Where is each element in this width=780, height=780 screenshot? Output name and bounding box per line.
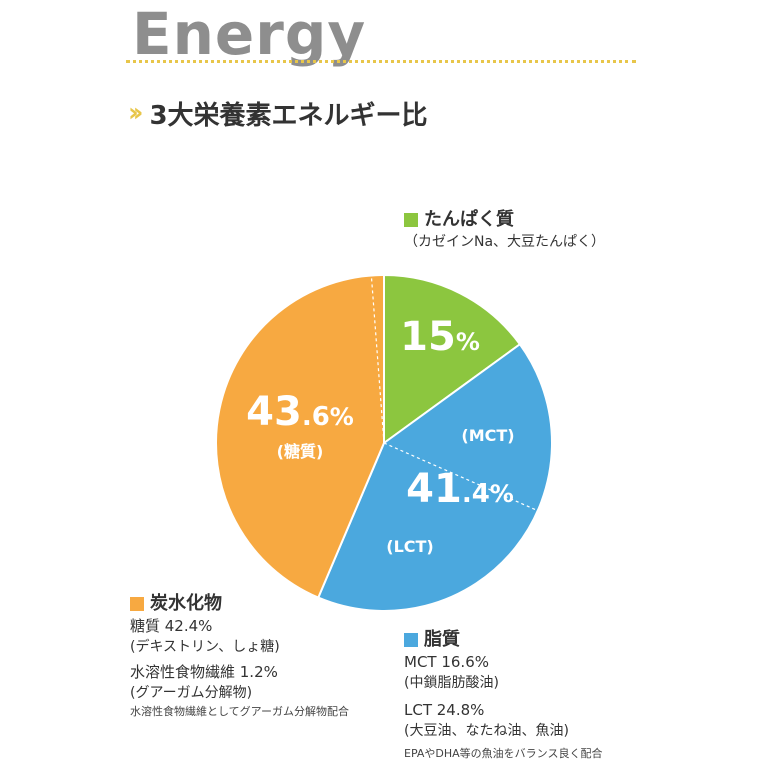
- carb-swatch: [130, 597, 144, 611]
- legend-protein: たんぱく質 （カゼインNa、大豆たんぱく）: [404, 208, 605, 253]
- legend-fiber-sub: (グアーガム分解物): [130, 685, 253, 701]
- legend-protein-sub: （カゼインNa、大豆たんぱく）: [404, 234, 606, 250]
- legend-mct-sub: (中鎖脂肪酸油): [404, 675, 499, 691]
- section-title-text: 3大栄養素エネルギー比: [149, 100, 428, 131]
- legend-carb-title: 炭水化物: [150, 593, 222, 614]
- carb-percent-label: 43.6%: [246, 389, 354, 435]
- legend-lct-sub: (大豆油、なたね油、魚油): [404, 723, 569, 739]
- protein-percent-label: 15%: [400, 314, 480, 360]
- pie-slice-0: [383, 273, 522, 445]
- fat-divider-line: [383, 442, 539, 512]
- header-title: Energy: [132, 0, 367, 68]
- dotted-divider: [126, 60, 636, 63]
- fat-percent-label: 41.4%: [406, 466, 514, 512]
- sugar-pie-label: (糖質): [277, 442, 324, 461]
- pie-slice-1: [316, 342, 553, 612]
- carb-divider-line: [370, 275, 385, 444]
- legend-carb-note: 水溶性食物繊維としてグアーガム分解物配合: [130, 705, 350, 718]
- pie-slice-2: [215, 273, 385, 599]
- legend-sugar-value: 糖質 42.4%: [130, 617, 213, 635]
- legend-fat-title: 脂質: [424, 629, 460, 650]
- fat-swatch: [404, 633, 418, 647]
- legend-protein-title: たんぱく質: [424, 209, 514, 230]
- legend-fiber-value: 水溶性食物繊維 1.2%: [130, 663, 278, 681]
- protein-swatch: [404, 213, 418, 227]
- legend-carb: 炭水化物 糖質 42.4% (デキストリン、しょ糖) 水溶性食物繊維 1.2% …: [130, 592, 349, 720]
- legend-mct-value: MCT 16.6%: [404, 653, 489, 671]
- section-title: ›› 3大栄養素エネルギー比: [128, 96, 428, 131]
- lct-pie-label: (LCT): [386, 537, 433, 556]
- legend-sugar-sub: (デキストリン、しょ糖): [130, 639, 280, 655]
- legend-lct-value: LCT 24.8%: [404, 701, 485, 719]
- legend-fat-note: EPAやDHA等の魚油をバランス良く配合: [404, 747, 603, 760]
- mct-pie-label: (MCT): [461, 426, 514, 445]
- legend-fat: 脂質 MCT 16.6% (中鎖脂肪酸油) LCT 24.8% (大豆油、なたね…: [404, 628, 602, 762]
